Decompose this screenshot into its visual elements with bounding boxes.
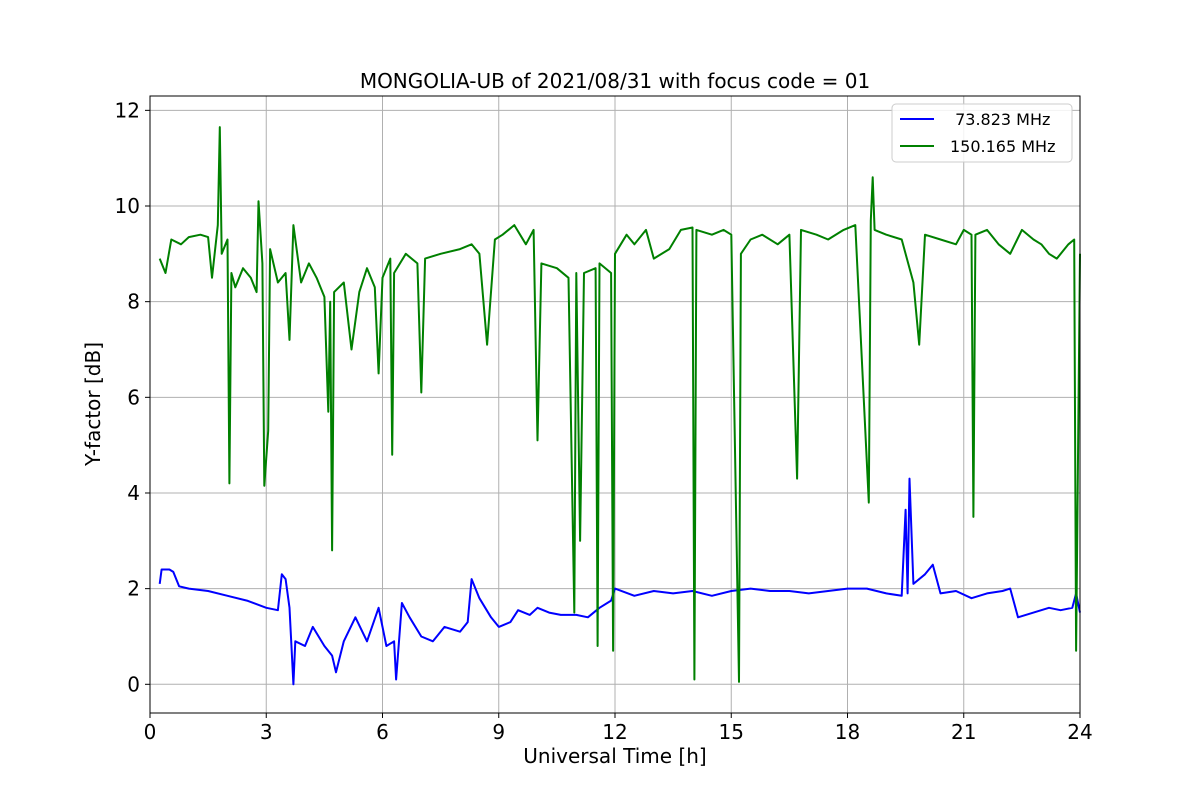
series-line-73mhz xyxy=(158,477,1081,686)
series-layer xyxy=(158,126,1081,686)
x-tick-label: 15 xyxy=(719,720,744,744)
y-tick-label: 6 xyxy=(127,385,140,409)
y-axis-label: Y-factor [dB] xyxy=(81,342,105,467)
y-tick-label: 8 xyxy=(127,290,140,314)
y-tick-label: 12 xyxy=(115,98,140,122)
series-line-150mhz xyxy=(158,126,1081,683)
x-tick-label: 0 xyxy=(144,720,157,744)
legend-label-150mhz: 150.165 MHz xyxy=(950,137,1055,156)
y-tick-label: 0 xyxy=(127,672,140,696)
x-tick-label: 21 xyxy=(951,720,976,744)
y-tick-label: 10 xyxy=(115,194,140,218)
chart-title: MONGOLIA-UB of 2021/08/31 with focus cod… xyxy=(360,69,870,93)
x-tick-label: 9 xyxy=(492,720,505,744)
y-tick-label: 4 xyxy=(127,481,140,505)
x-tick-label: 24 xyxy=(1067,720,1092,744)
legend-box xyxy=(891,103,1073,163)
x-tick-label: 6 xyxy=(376,720,389,744)
legend-label-73mhz: 73.823 MHz xyxy=(950,110,1050,129)
legend: 73.823 MHz 150.165 MHz xyxy=(891,103,1073,163)
x-axis-label: Universal Time [h] xyxy=(523,744,706,768)
y-tick-label: 2 xyxy=(127,577,140,601)
x-tick-label: 12 xyxy=(602,720,627,744)
x-tick-label: 18 xyxy=(835,720,860,744)
x-tick-label: 3 xyxy=(260,720,273,744)
